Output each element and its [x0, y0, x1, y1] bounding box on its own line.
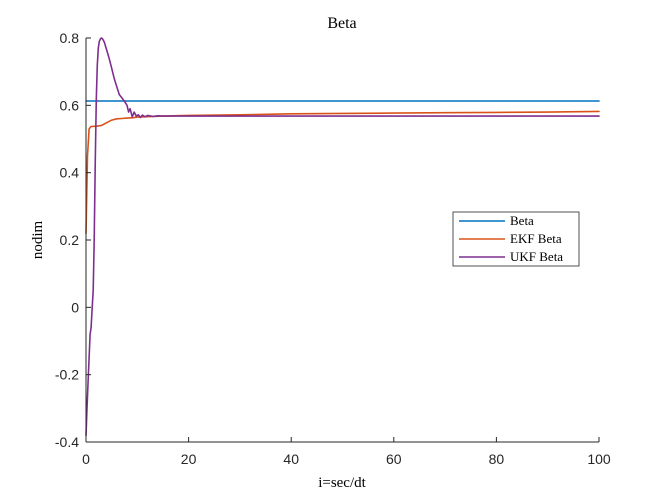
- series-line-ukf-beta: [85, 37, 600, 437]
- legend-label-ukf-beta: UKF Beta: [510, 249, 563, 264]
- y-tick-label: 0.6: [60, 97, 80, 113]
- series-layer: [85, 37, 600, 437]
- chart-title: Beta: [327, 15, 356, 32]
- legend-label-beta: Beta: [510, 213, 534, 228]
- y-tick-label: -0.2: [55, 367, 79, 383]
- y-tick-label: -0.4: [55, 434, 79, 450]
- x-tick-label: 40: [283, 451, 299, 467]
- legend-label-ekf-beta: EKF Beta: [510, 231, 562, 246]
- y-tick-label: 0.8: [60, 30, 80, 46]
- x-tick-label: 0: [82, 451, 90, 467]
- legend-entry-beta: Beta: [459, 213, 534, 228]
- x-ticks: 0 20 40 60 80 100: [82, 437, 611, 467]
- legend: Beta EKF Beta UKF Beta: [452, 211, 580, 267]
- x-tick-label: 100: [587, 451, 611, 467]
- x-tick-label: 60: [386, 451, 402, 467]
- x-tick-label: 20: [181, 451, 197, 467]
- x-tick-label: 80: [489, 451, 505, 467]
- y-tick-label: 0.4: [60, 165, 80, 181]
- legend-entry-ekf-beta: EKF Beta: [459, 231, 562, 246]
- series-line-ekf-beta: [85, 110, 600, 235]
- y-axis-label: nodim: [30, 221, 46, 260]
- y-tick-label: 0: [71, 299, 79, 315]
- legend-entry-ukf-beta: UKF Beta: [459, 249, 563, 264]
- y-ticks: -0.4 -0.2 0 0.2 0.4 0.6 0.8: [55, 30, 91, 450]
- x-axis-label: i=sec/dt: [318, 475, 366, 491]
- y-tick-label: 0.2: [60, 232, 80, 248]
